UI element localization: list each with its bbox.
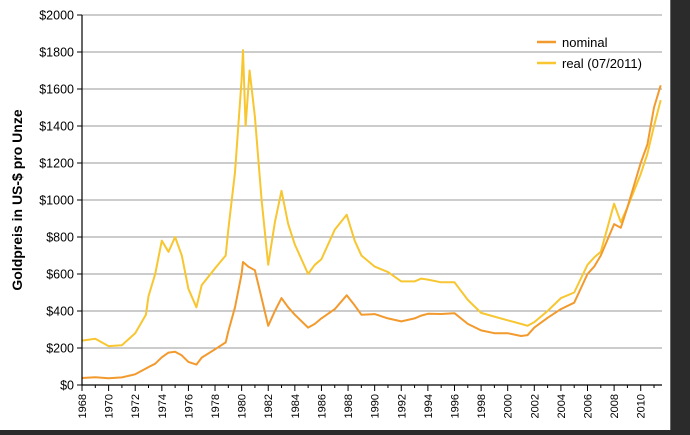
x-tick-label: 1970 xyxy=(104,394,116,418)
y-tick-labels: $0 $200 $400 $600 $800 $1000 $1200 $1400 $1600 $1… xyxy=(39,9,74,393)
y-tick-label: $800 xyxy=(46,231,74,245)
y-axis-label: Goldpreis in US-$ pro Unze xyxy=(9,109,25,290)
axes xyxy=(77,14,662,391)
x-tick-label: 1988 xyxy=(343,394,355,418)
y-tick-label: $2000 xyxy=(39,9,74,23)
x-tick-label: 1982 xyxy=(263,394,275,418)
legend-label-nominal: nominal xyxy=(562,35,608,50)
y-tick-label: $1400 xyxy=(39,120,74,134)
y-tick-label: $1800 xyxy=(39,46,74,60)
x-tick-label: 1978 xyxy=(210,394,222,418)
series-lines xyxy=(81,49,662,380)
x-tick-label: 2008 xyxy=(609,394,621,418)
x-tick-label: 1996 xyxy=(449,394,461,418)
x-tick-label: 1968 xyxy=(77,394,89,418)
x-tick-label: 1976 xyxy=(183,394,195,418)
y-tick-label: $0 xyxy=(60,379,74,393)
y-tick-label: $1000 xyxy=(39,194,74,208)
series-line-real xyxy=(81,49,662,348)
x-tick-labels: 1968 1970 1972 1974 1976 1978 1980 1982 1984 1986… xyxy=(77,394,648,418)
gold-price-chart: $0 $200 $400 $600 $800 $1000 $1200 $1400 $1600 $1… xyxy=(9,9,662,418)
x-tick-label: 1992 xyxy=(396,394,408,418)
x-tick-label: 1974 xyxy=(157,394,169,418)
x-tick-label: 2006 xyxy=(583,394,595,418)
x-tick-label: 1980 xyxy=(237,394,249,418)
x-tick-label: 2000 xyxy=(503,394,515,418)
series-line-nominal xyxy=(81,85,662,380)
chart-panel: $0 $200 $400 $600 $800 $1000 $1200 $1400 $1600 $1… xyxy=(0,0,671,430)
x-tick-label: 1994 xyxy=(423,394,435,418)
x-tick-label: 1990 xyxy=(370,394,382,418)
x-tick-label: 2002 xyxy=(529,394,541,418)
y-tick-label: $200 xyxy=(46,342,74,356)
x-tick-label: 2010 xyxy=(636,394,648,418)
y-tick-label: $400 xyxy=(46,305,74,319)
y-tick-label: $1600 xyxy=(39,83,74,97)
legend-label-real: real (07/2011) xyxy=(562,56,642,71)
x-tick-label: 1972 xyxy=(130,394,142,418)
y-tick-label: $600 xyxy=(46,268,74,282)
x-tick-label: 1998 xyxy=(476,394,488,418)
legend: nominal real (07/2011) xyxy=(537,35,642,71)
y-tick-label: $1200 xyxy=(39,157,74,171)
gridlines xyxy=(82,14,662,349)
x-tick-label: 1984 xyxy=(290,394,302,418)
x-tick-label: 2004 xyxy=(556,394,568,418)
x-tick-label: 1986 xyxy=(316,394,328,418)
